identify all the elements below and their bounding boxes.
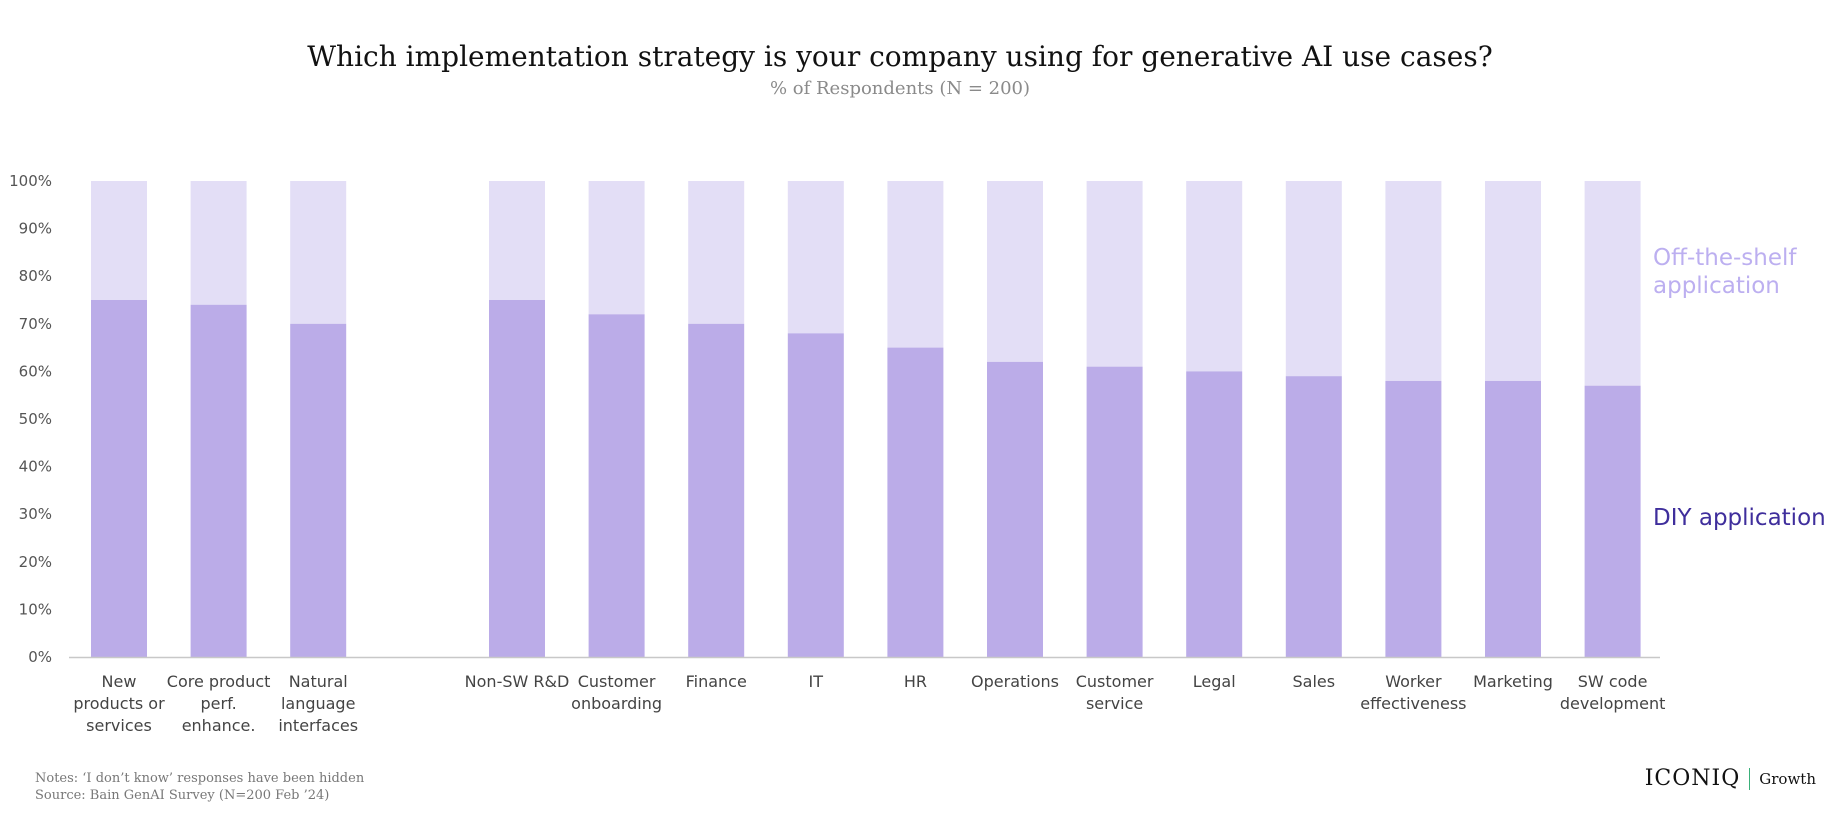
bar-diy (1385, 380, 1442, 657)
bar-diy (489, 300, 545, 657)
bar-diy (987, 361, 1043, 657)
y-tick-label: 60% (19, 362, 52, 380)
x-tick-label: Customer onboarding (571, 672, 662, 713)
x-tick-label: Finance (686, 672, 747, 691)
x-tick-label: SW code development (1560, 672, 1666, 713)
y-tick-label: 0% (28, 648, 52, 666)
x-tick-label: Marketing (1473, 672, 1553, 691)
y-tick-label: 100% (9, 172, 52, 190)
x-tick-label: Core product perf. enhance. (167, 672, 271, 735)
x-tick-label: New products or services (73, 672, 165, 735)
bar-diy (1584, 385, 1641, 657)
x-tick-label: Legal (1193, 672, 1236, 691)
bar-diy (190, 304, 247, 657)
x-tick-label: Sales (1293, 672, 1336, 691)
legend-diy-label: DIY application (1653, 505, 1826, 531)
bar-diy (1186, 371, 1243, 657)
bar-offshelf (1385, 181, 1442, 381)
bar-offshelf (987, 181, 1043, 362)
bar-diy (887, 347, 944, 657)
bar-diy (688, 323, 745, 657)
x-tick-label: Natural language interfaces (278, 672, 358, 735)
stacked-bar-chart: 0% 10% 20% 30% 40% 50% 60% 70% 80% 90% 100% New prod… (9, 172, 1666, 735)
y-tick-label: 20% (19, 553, 52, 571)
bar-offshelf (91, 181, 147, 300)
bar-offshelf (1584, 181, 1641, 386)
x-tick-label: IT (809, 672, 824, 691)
y-tick-label: 40% (19, 458, 52, 476)
bar-offshelf (887, 181, 944, 348)
x-tick-label: HR (904, 672, 927, 691)
y-tick-label: 50% (19, 410, 52, 428)
legend-offshelf-label: Off-the-shelf application (1653, 245, 1797, 299)
bar-diy (787, 333, 844, 657)
x-tick-label: Operations (971, 672, 1059, 691)
bar-diy (1485, 380, 1541, 657)
y-tick-label: 30% (19, 505, 52, 523)
x-tick-label: Worker effectiveness (1360, 672, 1466, 713)
y-tick-label: 90% (19, 220, 52, 238)
footnotes: Notes: ‘I don’t know’ responses have bee… (35, 770, 364, 804)
y-tick-label: 10% (19, 600, 52, 618)
brand-divider (1749, 767, 1751, 790)
brand-name: ICONIQ (1644, 766, 1741, 791)
bar-offshelf (190, 181, 247, 305)
source-text: Source: Bain GenAI Survey (N=200 Feb ’24… (35, 788, 330, 803)
y-tick-label: 70% (19, 315, 52, 333)
bar-offshelf (290, 181, 347, 324)
chart-subtitle: % of Respondents (N = 200) (769, 78, 1031, 99)
bar-diy (290, 323, 347, 657)
bar-offshelf (1086, 181, 1143, 367)
bar-offshelf (1285, 181, 1342, 377)
x-tick-label: Non-SW R&D (465, 672, 570, 691)
bar-diy (1086, 366, 1143, 657)
bar-offshelf (688, 181, 745, 324)
bar-offshelf (588, 181, 645, 315)
bar-diy (91, 300, 147, 657)
x-tick-label: Customer service (1076, 672, 1154, 713)
bar-diy (1285, 376, 1342, 657)
brand-logo: ICONIQ Growth (1645, 766, 1816, 791)
bar-offshelf (489, 181, 545, 300)
bar-offshelf (1485, 181, 1541, 381)
notes-text: Notes: ‘I don’t know’ responses have bee… (35, 771, 365, 786)
bar-offshelf (787, 181, 844, 334)
chart-title: Which implementation strategy is your co… (307, 40, 1493, 73)
brand-sub: Growth (1759, 769, 1816, 788)
bar-diy (588, 314, 645, 657)
y-tick-label: 80% (19, 267, 52, 285)
bar-offshelf (1186, 181, 1243, 372)
